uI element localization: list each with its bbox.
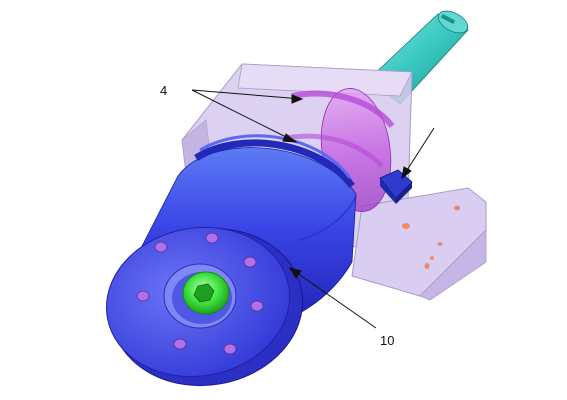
leader-10	[289, 267, 377, 329]
bolt-heads	[136, 232, 264, 355]
bracket-hole-icon	[437, 242, 443, 246]
bolt-head-icon	[136, 290, 150, 302]
leader-lines	[191, 89, 435, 329]
leader-4-lower	[191, 89, 297, 143]
end-flange	[105, 226, 304, 387]
bolt-head-icon	[154, 241, 168, 253]
bracket-hole-icon	[454, 205, 460, 211]
bolt-head-icon	[243, 256, 257, 268]
bolt-head-icon	[223, 343, 237, 355]
leader-4-upper	[191, 89, 303, 100]
bracket-hole-icon	[402, 223, 410, 229]
bracket-hole-icon	[424, 263, 430, 269]
mounting-bracket	[351, 187, 487, 301]
bolt-head-icon	[250, 300, 264, 312]
bracket-hole-icon	[430, 256, 434, 260]
bolt-head-icon	[173, 338, 187, 350]
label-part-10: 10	[380, 333, 394, 348]
label-part-4: 4	[160, 83, 167, 98]
hex-socket-icon	[193, 283, 215, 303]
bolt-head-icon	[205, 232, 219, 244]
